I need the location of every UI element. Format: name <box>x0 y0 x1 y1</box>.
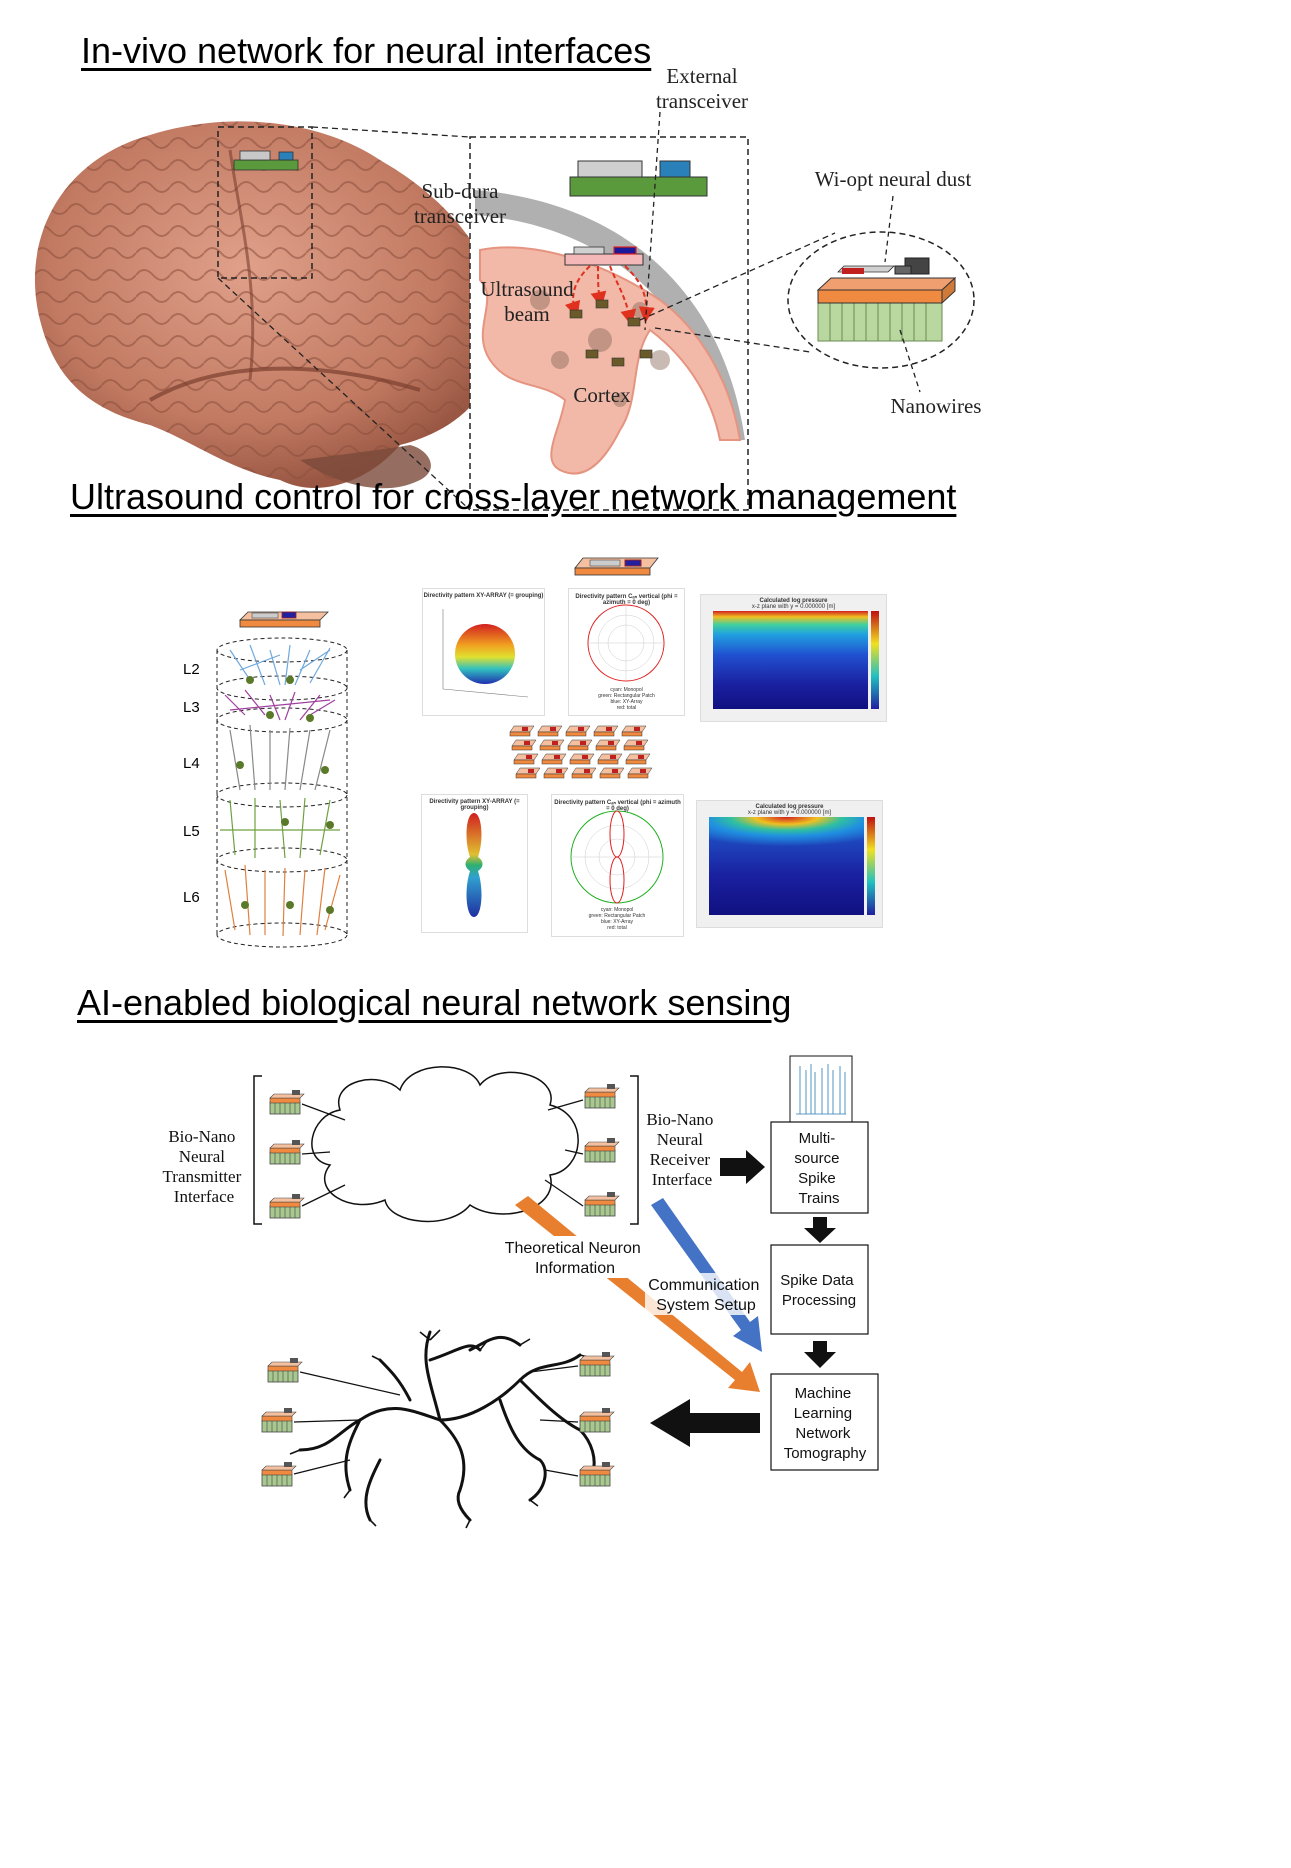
section-title-in-vivo: In-vivo network for neural interfaces <box>81 30 652 71</box>
label-external-transceiver: External transceiver <box>656 64 748 113</box>
transducer-device-icon <box>574 557 659 576</box>
layer-label-L3: L3 <box>183 699 200 716</box>
label-ultrasound-beam: Ultrasound beam <box>480 277 574 326</box>
directivity-plot-lobe: Directivity pattern XY-ARRAY (= grouping… <box>421 794 528 933</box>
array-element <box>595 739 621 751</box>
label-transmitter-interface: Bio-Nano Neural Transmitter Interface <box>163 1127 246 1206</box>
label-theoretical-neuron: Theoretical Neuron Information <box>505 1240 646 1277</box>
box-ml-tomography: Machine Learning Network Tomography <box>784 1385 867 1462</box>
array-element <box>621 725 647 737</box>
neural-dust-illustration <box>816 257 957 342</box>
ai-sensing-diagram: Bio-Nano Neural Transmitter Interface Bi… <box>163 1055 879 1529</box>
section-title-ultrasound: Ultrasound control for cross-layer netwo… <box>70 476 957 517</box>
array-element <box>599 767 625 779</box>
array-element <box>543 767 569 779</box>
directivity-plot-polar-2: Directivity pattern Cₐₙ vertical (phi = … <box>551 794 684 937</box>
polar-legend-1: cyan: Monopol green: Rectangular Patch blu… <box>598 687 655 711</box>
layer-label-L5: L5 <box>183 823 200 840</box>
layer-label-L6: L6 <box>183 889 200 906</box>
neuron-network-illustration <box>298 1330 596 1522</box>
cortical-column <box>216 611 348 948</box>
array-element <box>623 739 649 751</box>
label-subdura-transceiver: Sub-dura transceiver <box>414 179 506 228</box>
array-element <box>597 753 623 765</box>
array-element <box>537 725 563 737</box>
array-element <box>569 753 595 765</box>
array-element <box>511 739 537 751</box>
array-element <box>509 725 535 737</box>
box-spike-trains: Multi- source Spike Trains <box>794 1130 843 1207</box>
brain-image <box>34 121 501 489</box>
label-receiver-interface: Bio-Nano Neural Receiver Interface <box>646 1110 717 1189</box>
layer-label-L4: L4 <box>183 755 200 772</box>
array-element <box>541 753 567 765</box>
pressure-field-plot-1: Calculated log pressure x-z plane with y… <box>700 594 887 722</box>
in-vivo-diagram: External transceiver Sub-dura transceiver … <box>34 64 982 511</box>
label-neural-dust: Wi-opt neural dust <box>815 167 972 191</box>
layer-label-L2: L2 <box>183 661 200 678</box>
label-communication-setup: Communication System Setup <box>648 1277 764 1314</box>
array-element <box>593 725 619 737</box>
array-element <box>567 739 593 751</box>
array-element <box>571 767 597 779</box>
array-element <box>565 725 591 737</box>
label-cortex: Cortex <box>573 383 631 407</box>
array-element <box>627 767 653 779</box>
box-spike-processing: Spike Data Processing <box>780 1272 858 1309</box>
array-element <box>625 753 651 765</box>
array-element <box>539 739 565 751</box>
array-element <box>513 753 539 765</box>
pressure-field-plot-2: Calculated log pressure x-z plane with y… <box>696 800 883 928</box>
directivity-plot-polar-1: Directivity pattern Cₐₙ vertical (phi = … <box>568 588 685 716</box>
polar-legend-2: cyan: Monopol green: Rectangular Patch blu… <box>588 907 646 931</box>
array-element <box>515 767 541 779</box>
label-nanowires: Nanowires <box>891 394 982 418</box>
transducer-array-icon <box>509 725 653 779</box>
directivity-plot-sphere: Directivity pattern XY-ARRAY (= grouping… <box>422 588 545 716</box>
section-title-ai-sensing: AI-enabled biological neural network sen… <box>77 982 792 1023</box>
